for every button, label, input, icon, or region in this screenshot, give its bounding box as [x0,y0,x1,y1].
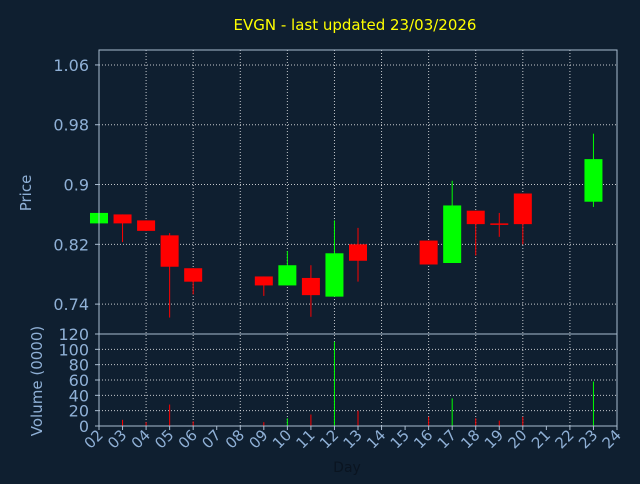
price-tick-label: 0.98 [53,116,89,135]
price-panel-frame [98,49,618,335]
x-tick-label: 20 [504,426,530,452]
x-tick-label: 04 [128,426,154,452]
candle-body [137,220,156,231]
volume-tick-label: 40 [69,386,89,405]
x-tick-label: 22 [552,426,578,452]
candle-body [325,253,344,297]
price-axis-label: Price [17,175,35,212]
candle-body [301,277,320,296]
x-tick-label: 08 [222,426,248,452]
candle-body [254,276,273,286]
price-tick-label: 0.9 [64,176,89,195]
volume-tick-label: 120 [58,325,89,344]
candle-body [349,244,367,261]
candle-body [466,210,485,225]
candle-body [278,265,297,286]
chart-title: EVGN - last updated 23/03/2026 [234,16,477,34]
x-tick-label: 05 [151,426,177,452]
volume-tick-label: 20 [69,402,89,421]
x-tick-label: 11 [293,426,319,452]
x-tick-label: 13 [340,426,366,452]
x-tick-label: 15 [387,426,413,452]
x-tick-label: 23 [575,426,601,452]
candle-body [184,268,203,282]
x-tick-label: 10 [269,426,295,452]
candle-body [419,240,438,265]
x-tick-label: 06 [175,426,201,452]
axes-layer [95,49,618,430]
x-tick-label: 24 [599,426,625,452]
x-tick-label: 21 [528,426,554,452]
candle-body [443,205,462,263]
candle-body [584,159,603,202]
volume-tick-label: 100 [58,340,89,359]
x-tick-label: 14 [363,426,389,452]
candle-body [160,235,179,267]
x-tick-label: 18 [457,426,483,452]
x-tick-label: 09 [245,426,271,452]
x-tick-label: 07 [198,426,224,452]
price-tick-label: 0.74 [53,295,89,314]
x-tick-label: 03 [104,426,130,452]
candle-body [113,214,132,224]
price-tick-label: 0.82 [53,235,89,254]
x-axis-label: Day [333,460,361,476]
volume-axis-label: Volume (0000) [28,326,46,436]
price-tick-label: 1.06 [53,56,89,75]
marks-layer [90,133,603,426]
x-tick-label: 19 [481,426,507,452]
candle-body [513,193,532,225]
candle-body [490,223,509,225]
volume-tick-label: 80 [69,356,89,375]
x-tick-label: 16 [410,426,436,452]
x-tick-label: 12 [316,426,342,452]
volume-tick-label: 0 [79,417,89,436]
volume-tick-label: 60 [69,371,89,390]
x-tick-label: 17 [434,426,460,452]
